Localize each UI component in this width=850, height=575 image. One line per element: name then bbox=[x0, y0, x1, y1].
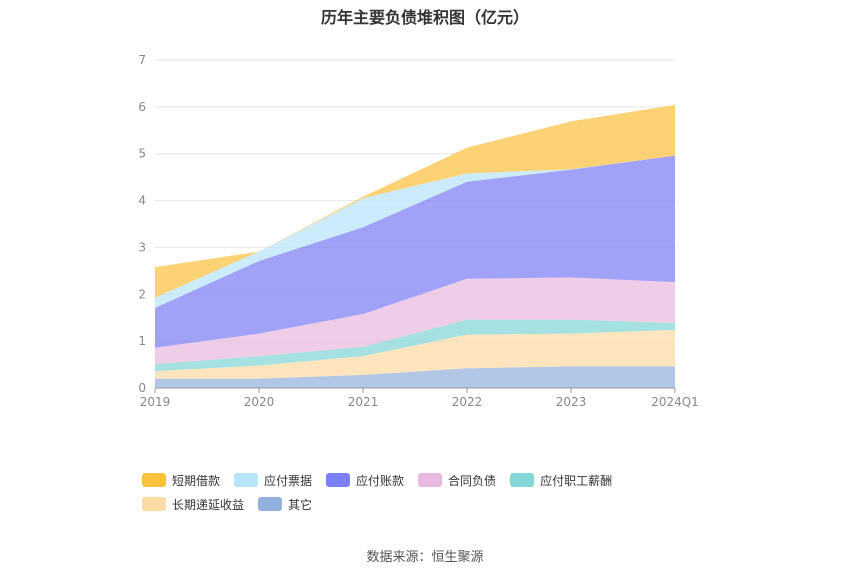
legend-swatch bbox=[234, 473, 259, 487]
legend-label: 应付职工薪酬 bbox=[540, 473, 613, 488]
area-series-长期递延收益 bbox=[155, 329, 675, 379]
legend-label: 应付票据 bbox=[264, 473, 313, 488]
area-series-合同负债 bbox=[155, 277, 675, 365]
x-tick-label: 2023 bbox=[556, 395, 587, 409]
y-tick-label: 5 bbox=[138, 147, 146, 161]
y-tick-label: 7 bbox=[138, 53, 146, 67]
x-tick-label: 2019 bbox=[140, 395, 171, 409]
stacked-area-chart: 0 1 2 3 4 5 6 7 2019 2020 2021 2022 2023 2024Q1 bbox=[138, 53, 698, 409]
legend-item[interactable]: 应付票据 bbox=[234, 472, 312, 488]
legend-swatch bbox=[326, 473, 351, 487]
legend-label: 合同负债 bbox=[448, 473, 497, 488]
axis-layer: 0 1 2 3 4 5 6 7 2019 2020 2021 2022 2023 2024Q1 bbox=[138, 53, 698, 409]
legend-label: 其它 bbox=[288, 497, 313, 512]
legend-item[interactable]: 其它 bbox=[258, 496, 312, 512]
legend-label: 应付账款 bbox=[356, 473, 405, 488]
legend-swatch bbox=[142, 497, 166, 511]
x-tick-label: 2021 bbox=[348, 395, 379, 409]
y-tick-label: 4 bbox=[138, 194, 146, 208]
area-series-短期借款 bbox=[155, 105, 675, 298]
legend-item[interactable]: 应付职工薪酬 bbox=[510, 472, 612, 488]
area-series-应付票据 bbox=[155, 155, 675, 308]
legend-label: 长期递延收益 bbox=[172, 497, 245, 512]
legend-item[interactable]: 长期递延收益 bbox=[142, 496, 244, 512]
legend-item[interactable]: 合同负债 bbox=[418, 472, 496, 488]
y-tick-label: 2 bbox=[138, 287, 146, 301]
legend: 短期借款 应付票据 应付账款 合同负债 应付职工薪酬长期递延收益 其它 bbox=[142, 472, 742, 512]
x-tick-label: 2024Q1 bbox=[651, 395, 699, 409]
legend-swatch bbox=[258, 497, 283, 511]
legend-item[interactable]: 应付账款 bbox=[326, 472, 404, 488]
x-tick-label: 2022 bbox=[452, 395, 483, 409]
source-note: 数据来源：恒生聚源 bbox=[366, 550, 484, 565]
legend-swatch bbox=[418, 473, 443, 487]
legend-item[interactable]: 短期借款 bbox=[142, 472, 220, 488]
area-series-其它 bbox=[155, 366, 675, 388]
legend-label: 短期借款 bbox=[172, 473, 221, 488]
area-series-应付职工薪酬 bbox=[155, 319, 675, 372]
legend-swatch bbox=[142, 473, 166, 487]
y-tick-label: 6 bbox=[138, 100, 146, 114]
y-tick-label: 3 bbox=[138, 240, 146, 254]
chart-title: 历年主要负债堆积图（亿元） bbox=[320, 8, 529, 27]
y-tick-label: 1 bbox=[138, 334, 146, 348]
area-series-应付账款 bbox=[155, 155, 675, 348]
y-tick-label: 0 bbox=[138, 381, 146, 395]
legend-swatch bbox=[510, 473, 535, 487]
area-layer bbox=[155, 105, 675, 388]
x-tick-label: 2020 bbox=[244, 395, 275, 409]
